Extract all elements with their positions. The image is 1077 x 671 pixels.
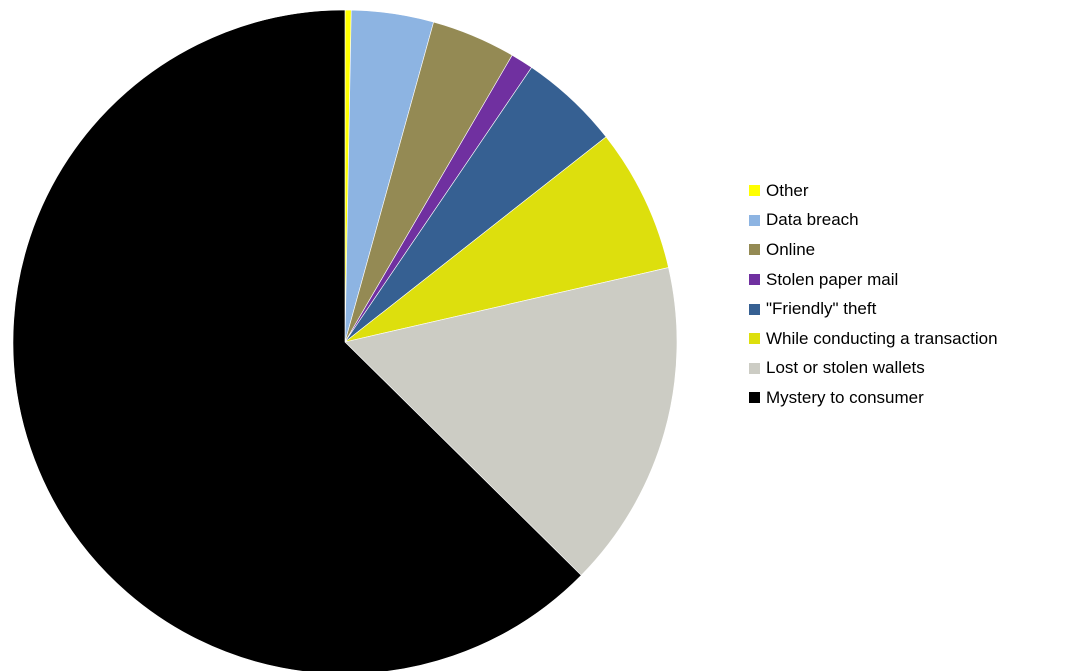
- legend-label: Data breach: [766, 210, 859, 230]
- legend-swatch: [749, 333, 760, 345]
- legend-item-while-conducting-a-transaction: While conducting a transaction: [749, 324, 1069, 354]
- pie-slice-mystery-to-consumer: [12, 9, 582, 671]
- pie-plot-area: [12, 9, 678, 671]
- legend-swatch: [749, 362, 760, 374]
- legend-label: Online: [766, 239, 816, 259]
- legend-swatch: [749, 214, 760, 226]
- legend-label: "Friendly" theft: [766, 299, 877, 319]
- legend-item-mystery-to-consumer: Mystery to consumer: [749, 383, 1069, 413]
- legend-label: Mystery to consumer: [766, 387, 924, 407]
- legend-item-data-breach: Data breach: [749, 206, 1069, 236]
- legend-item-stolen-paper-mail: Stolen paper mail: [749, 265, 1069, 295]
- legend-label: Stolen paper mail: [766, 269, 899, 289]
- legend-swatch: [749, 303, 760, 315]
- chart-legend: Other Data breach Online Stolen paper mail "…: [749, 176, 1069, 413]
- legend-item-other: Other: [749, 176, 1069, 206]
- legend-swatch: [749, 244, 760, 256]
- pie-slice-lost-or-stolen-wallets: [344, 267, 678, 576]
- legend-label: Other: [766, 180, 809, 200]
- legend-label: While conducting a transaction: [766, 328, 998, 348]
- legend-item-lost-or-stolen-wallets: Lost or stolen wallets: [749, 354, 1069, 384]
- pie-slice-while-conducting-a-transaction: [344, 136, 669, 343]
- legend-swatch: [749, 185, 760, 197]
- legend-item-friendly-theft: "Friendly" theft: [749, 294, 1069, 324]
- legend-swatch: [749, 274, 760, 286]
- legend-item-online: Online: [749, 235, 1069, 265]
- legend-label: Lost or stolen wallets: [766, 358, 925, 378]
- legend-swatch: [749, 392, 760, 404]
